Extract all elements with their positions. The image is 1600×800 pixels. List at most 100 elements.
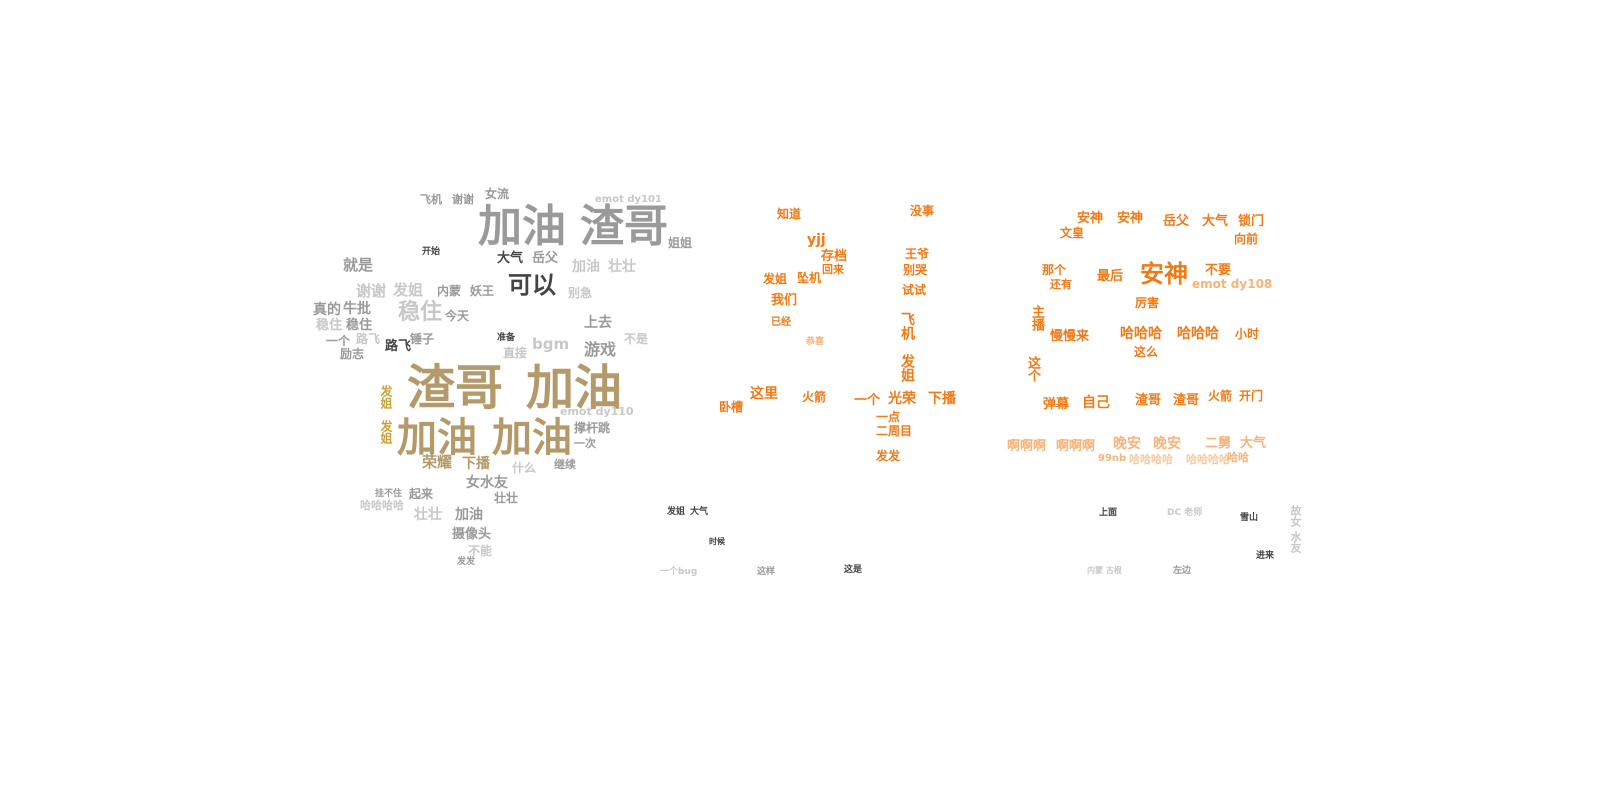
cloud-word: 这是 (844, 565, 863, 575)
cloud-word: 还有 (1050, 278, 1072, 291)
cloud-word: 女流 (485, 187, 510, 201)
cloud-word: 一个 (326, 334, 351, 348)
cloud-word: 王爷 (905, 247, 930, 261)
cloud-word: 摄像头 (452, 527, 492, 542)
cloud-word: 锁门 (1238, 214, 1265, 229)
cloud-word: 慢慢来 (1050, 329, 1090, 344)
cloud-word: 渣哥 (407, 360, 504, 416)
cloud-word: 我们 (771, 293, 798, 308)
cloud-word: 啊啊啊 (1007, 439, 1047, 454)
cloud-word: 发姐 (379, 420, 393, 444)
cloud-word: 别哭 (903, 263, 928, 277)
cloud-word: 不要 (1205, 263, 1232, 278)
cloud-word: 什么 (512, 461, 537, 475)
cloud-word: 左边 (1173, 566, 1192, 576)
cloud-word: 锤子 (410, 332, 435, 346)
cloud-word: 哈哈 (1227, 451, 1249, 464)
cloud-word: 就是 (343, 256, 374, 274)
cloud-word: 二周目 (876, 424, 913, 438)
cloud-word: 路飞 (385, 339, 412, 354)
cloud-word: 哈哈哈哈 (1186, 453, 1230, 466)
cloud-word: 路飞 (356, 332, 381, 346)
cloud-word: 飞机 (420, 193, 442, 206)
cloud-word: 下播 (928, 391, 956, 407)
cloud-word: 内蒙 (437, 284, 462, 298)
cloud-word: 小时 (1235, 327, 1260, 341)
cloud-word: 火箭 (802, 390, 827, 404)
cloud-word: 啊啊啊 (1056, 439, 1096, 454)
cloud-word: emot dy101 (595, 194, 662, 205)
cloud-word: 壮壮 (414, 507, 442, 523)
cloud-word: 主播 (1029, 305, 1044, 331)
cloud-word: 别急 (568, 286, 593, 300)
cloud-word: 内蒙 古根 (1087, 566, 1122, 575)
cloud-word: 哈哈哈 (1177, 326, 1219, 342)
cloud-word: 挂不住 (375, 489, 403, 499)
cloud-word: 壮壮 (494, 491, 519, 505)
cloud-word: 牛批 (343, 301, 371, 317)
cloud-word: 准备 (497, 333, 516, 343)
cloud-word: 渣哥 (1135, 393, 1162, 408)
cloud-word: 光荣 (888, 391, 916, 407)
cloud-word: 自己 (1082, 395, 1110, 411)
cloud-word: 厉害 (1135, 296, 1160, 310)
cloud-word: 加油 (478, 201, 566, 252)
cloud-word: 发发 (876, 449, 901, 463)
cloud-word: 稳住 (398, 300, 443, 325)
cloud-word: 谢谢 (452, 193, 474, 206)
cloud-word: 加油 (526, 360, 623, 416)
cloud-word: 发姐 (379, 385, 393, 409)
cloud-word: emot dy108 (1192, 277, 1273, 291)
cloud-word: 加油 (455, 507, 483, 523)
cloud-word: 最后 (1097, 269, 1124, 284)
cloud-word: 大气 (690, 507, 709, 517)
cloud-word: 卧槽 (719, 400, 744, 414)
cloud-word: 晚安 (1153, 436, 1181, 452)
cloud-word: 发姐 (667, 507, 686, 517)
cloud-word: 壮壮 (608, 259, 636, 275)
cloud-word: 安神 (1140, 260, 1188, 288)
cloud-word: 岳父 (532, 251, 559, 266)
cloud-word: 火箭 (1208, 389, 1233, 403)
cloud-word: 荣耀 (422, 453, 453, 471)
cloud-word: 不是 (624, 332, 649, 346)
cloud-word: 这个 (1025, 356, 1040, 382)
cloud-word: 飞机 (899, 312, 915, 340)
cloud-word: 这样 (757, 567, 776, 577)
cloud-word: 向前 (1234, 232, 1259, 246)
cloud-word: 女水友 (466, 475, 508, 491)
cloud-word: 试试 (902, 283, 927, 297)
cloud-word: 那个 (1042, 263, 1067, 277)
cloud-word: 今天 (445, 309, 470, 323)
cloud-word: 坠机 (797, 271, 822, 285)
cloud-word: 加油 (572, 259, 600, 275)
cloud-word: 二舅 (1205, 436, 1232, 451)
cloud-word: 上面 (1099, 508, 1118, 518)
cloud-word: 哈哈哈哈 (360, 499, 404, 512)
cloud-word: 可以 (508, 271, 556, 299)
cloud-word: 没事 (910, 204, 935, 218)
cloud-word: 发姐 (899, 354, 915, 382)
cloud-word: bgm (532, 335, 570, 353)
cloud-word: 时候 (709, 537, 725, 546)
cloud-word: 故女 水友 (1289, 505, 1302, 553)
cloud-word: 渣哥 (580, 201, 668, 252)
cloud-word: 开始 (422, 247, 441, 257)
cloud-word: 游戏 (584, 340, 617, 359)
cloud-word: DC 老师 (1167, 508, 1203, 518)
cloud-word: 安神 (1117, 211, 1144, 226)
cloud-word: 雪山 (1240, 513, 1259, 523)
cloud-word: 99nb (1098, 453, 1127, 464)
cloud-word: 这么 (1134, 345, 1159, 359)
cloud-word: 稳住 (316, 318, 343, 333)
cloud-word: 哈哈哈哈 (1129, 453, 1173, 466)
cloud-word: 文皇 (1060, 226, 1085, 240)
cloud-word: 这里 (750, 386, 778, 402)
cloud-word: 稳住 (346, 318, 373, 333)
cloud-word: 哈哈哈 (1120, 326, 1162, 342)
cloud-word: emot dy110 (560, 405, 634, 418)
cloud-word: 晚安 (1113, 436, 1141, 452)
cloud-word: 上去 (584, 315, 612, 331)
cloud-word: 不能 (468, 544, 493, 558)
cloud-word: 撑杆跳 (574, 421, 611, 435)
